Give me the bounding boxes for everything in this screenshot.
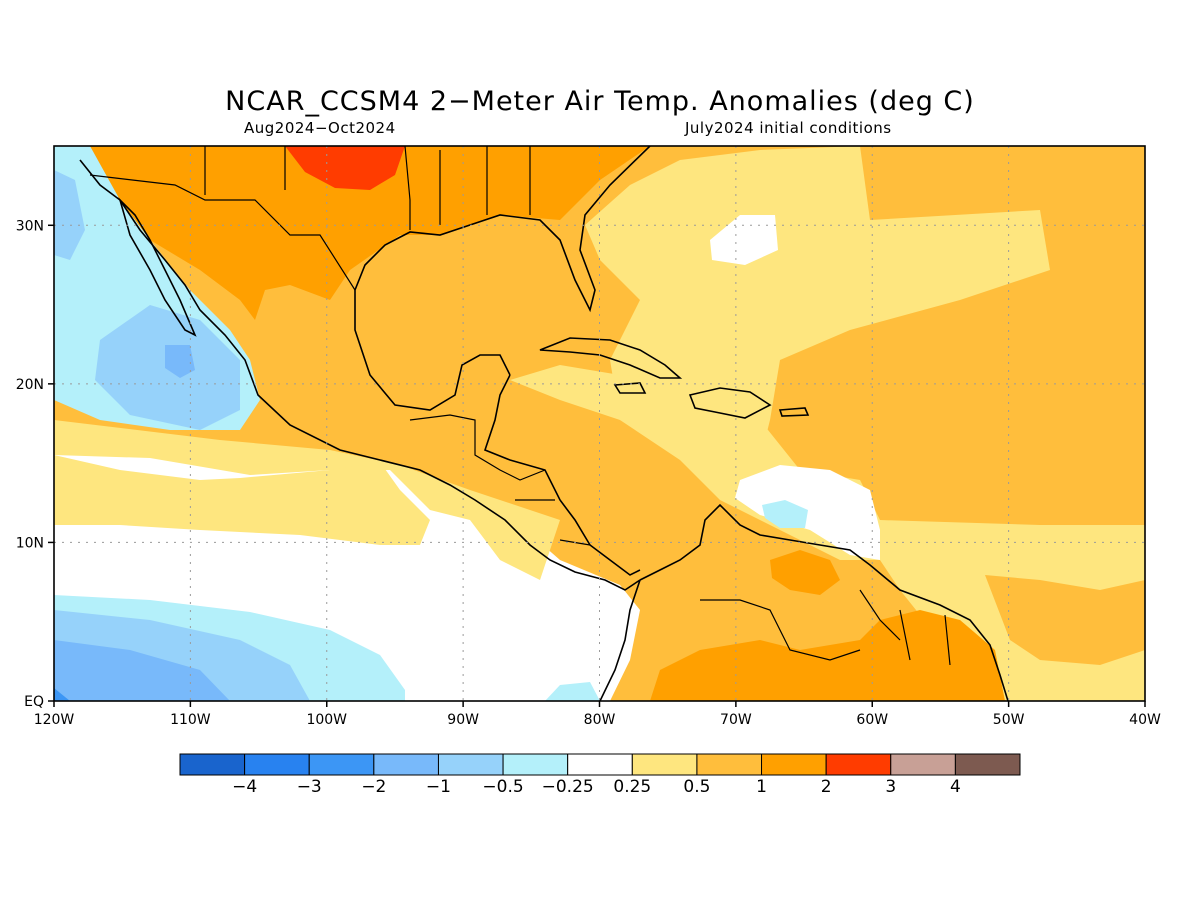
- colorbar-label: −0.25: [542, 777, 594, 797]
- coast-cuba: [539, 337, 683, 379]
- colorbar-swatch: [825, 753, 892, 776]
- border-sa-countries: [700, 589, 951, 666]
- lat-tick-label: 10N: [16, 535, 44, 551]
- field-us-warm: [54, 146, 650, 320]
- lon-tick-label: 50W: [993, 712, 1025, 728]
- field-pacific-yellow: [54, 420, 560, 580]
- field-atlantic-base2: [985, 575, 1145, 665]
- lon-tick-label: 110W: [170, 712, 211, 728]
- field-atlantic-neutral: [710, 215, 778, 265]
- colorbar-swatch: [373, 753, 439, 776]
- field-galapagos-cool: [545, 682, 600, 701]
- lat-tick-label: EQ: [24, 694, 44, 710]
- colorbar-label: −4: [232, 777, 257, 797]
- forecast-period: Aug2024−Oct2024: [244, 119, 396, 137]
- map-axes: 120W 110W 100W 90W 80W 70W 60W 50W 40W EQ 10N 20N 30…: [16, 218, 1161, 728]
- border-us-mexico: [89, 174, 356, 291]
- colorbar-label: −2: [361, 777, 386, 797]
- colorbar-label: −3: [297, 777, 322, 797]
- anomaly-field: [54, 146, 1145, 701]
- colorbar-swatch: [761, 753, 827, 776]
- colorbar-swatch: [502, 753, 569, 776]
- colorbar-swatch: [696, 753, 763, 776]
- coast-sa-north: [639, 503, 1009, 701]
- colorbar-swatch: [567, 753, 633, 776]
- initial-conditions: July2024 initial conditions: [685, 119, 892, 137]
- field-sa-warm: [650, 610, 1005, 701]
- colorbar-label: 0.25: [613, 777, 651, 797]
- map-title: NCAR_CCSM4 2−Meter Air Temp. Anomalies (…: [225, 86, 975, 117]
- coast-gulf: [354, 146, 651, 411]
- colorbar-label: −1: [426, 777, 451, 797]
- colorbar-swatch: [437, 753, 504, 776]
- field-pacific-yellow2: [54, 455, 430, 545]
- field-eqpac-strongest: [54, 688, 70, 701]
- coast-sa-west: [599, 579, 641, 701]
- field-texas-hot: [285, 146, 405, 190]
- coastlines: [79, 146, 1009, 701]
- colorbar-swatch: [890, 753, 956, 776]
- lon-tick-label: 90W: [447, 712, 479, 728]
- colorbar-label: −0.5: [482, 777, 523, 797]
- coast-baja: [118, 197, 197, 337]
- lat-tick-label: 20N: [16, 377, 44, 393]
- lat-tick-label: 30N: [16, 218, 44, 234]
- lon-tick-label: 40W: [1129, 712, 1161, 728]
- colorbar: −4 −3 −2 −1 −0.5 −0.25 0.25 0.5 1 2 3 4: [179, 753, 1021, 797]
- colorbar-swatch: [244, 753, 310, 776]
- field-caribbean-cool: [762, 500, 808, 528]
- coast-hispaniola: [688, 387, 772, 419]
- lon-tick-label: 60W: [856, 712, 888, 728]
- colorbar-swatch: [179, 753, 246, 776]
- lon-tick-label: 70W: [720, 712, 752, 728]
- coast-mexico-pacific: [79, 159, 641, 591]
- lon-tick-label: 100W: [306, 712, 347, 728]
- colorbar-label: 2: [821, 777, 832, 797]
- colorbar-swatch: [308, 753, 375, 776]
- colorbar-label: 0.5: [683, 777, 710, 797]
- colorbar-swatch: [631, 753, 698, 776]
- field-venezuela-warm: [770, 550, 840, 595]
- lon-tick-label: 80W: [584, 712, 616, 728]
- colorbar-label: 3: [885, 777, 896, 797]
- colorbar-label: 4: [950, 777, 961, 797]
- coast-yucatan-caribbean: [484, 374, 641, 576]
- field-baja-cooler: [165, 345, 195, 378]
- lon-tick-label: 120W: [34, 712, 75, 728]
- colorbar-swatch: [954, 753, 1021, 776]
- border-us-states: [204, 146, 531, 230]
- field-gulf-base: [255, 230, 590, 460]
- coast-puerto-rico: [778, 407, 810, 417]
- gridlines: [54, 146, 1145, 701]
- colorbar-label: 1: [756, 777, 767, 797]
- field-eqpac-strong: [54, 640, 230, 701]
